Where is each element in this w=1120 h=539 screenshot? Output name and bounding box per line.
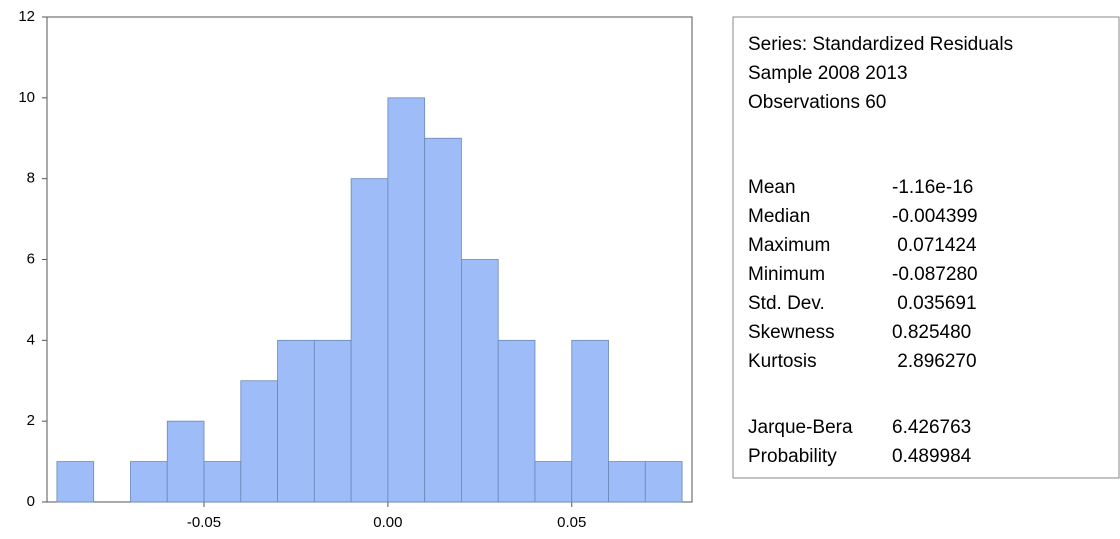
test-value: 6.426763 bbox=[892, 417, 971, 438]
stat-value: 0.035691 bbox=[892, 293, 977, 314]
bar bbox=[644, 461, 683, 503]
stat-value: -1.16e-16 bbox=[892, 177, 973, 198]
stats-header: Observations 60 bbox=[748, 92, 886, 113]
y-tick-label: 10 bbox=[18, 89, 35, 106]
bar bbox=[350, 178, 389, 503]
stat-label: Std. Dev. bbox=[748, 293, 825, 314]
stat-label: Median bbox=[748, 206, 810, 227]
bar bbox=[56, 461, 95, 503]
y-tick-label: 8 bbox=[27, 170, 35, 187]
bar bbox=[608, 461, 646, 503]
stat-value: -0.004399 bbox=[892, 206, 978, 227]
stat-label: Kurtosis bbox=[748, 351, 817, 372]
stats-panel bbox=[732, 16, 1120, 479]
stat-value: 0.825480 bbox=[892, 322, 971, 343]
bar bbox=[534, 461, 573, 503]
bar bbox=[387, 97, 426, 503]
bar bbox=[203, 461, 242, 503]
bar bbox=[166, 420, 205, 503]
y-tick-label: 12 bbox=[18, 8, 35, 25]
stat-value: -0.087280 bbox=[892, 264, 978, 285]
stats-header: Sample 2008 2013 bbox=[748, 63, 908, 84]
bar bbox=[461, 259, 499, 503]
stat-label: Maximum bbox=[748, 235, 830, 256]
y-tick-label: 0 bbox=[27, 493, 35, 510]
test-label: Jarque-Bera bbox=[748, 417, 853, 438]
y-tick-label: 6 bbox=[27, 250, 35, 267]
x-tick-label: -0.05 bbox=[187, 514, 221, 531]
bar bbox=[130, 461, 168, 503]
y-tick-label: 4 bbox=[27, 331, 35, 348]
bar bbox=[497, 339, 536, 503]
test-label: Probability bbox=[748, 446, 837, 467]
stat-label: Minimum bbox=[748, 264, 825, 285]
bar bbox=[240, 380, 278, 503]
stat-label: Skewness bbox=[748, 322, 835, 343]
stats-header: Series: Standardized Residuals bbox=[748, 34, 1013, 55]
test-value: 0.489984 bbox=[892, 446, 972, 467]
y-tick-label: 2 bbox=[27, 412, 35, 429]
x-tick-label: 0.00 bbox=[373, 514, 402, 531]
bar bbox=[313, 339, 352, 503]
bar bbox=[424, 137, 462, 503]
bar bbox=[571, 339, 609, 503]
stat-value: 0.071424 bbox=[892, 235, 977, 256]
x-tick-label: 0.05 bbox=[557, 514, 586, 531]
stat-label: Mean bbox=[748, 177, 796, 198]
stat-value: 2.896270 bbox=[892, 351, 977, 372]
bar bbox=[277, 339, 315, 503]
